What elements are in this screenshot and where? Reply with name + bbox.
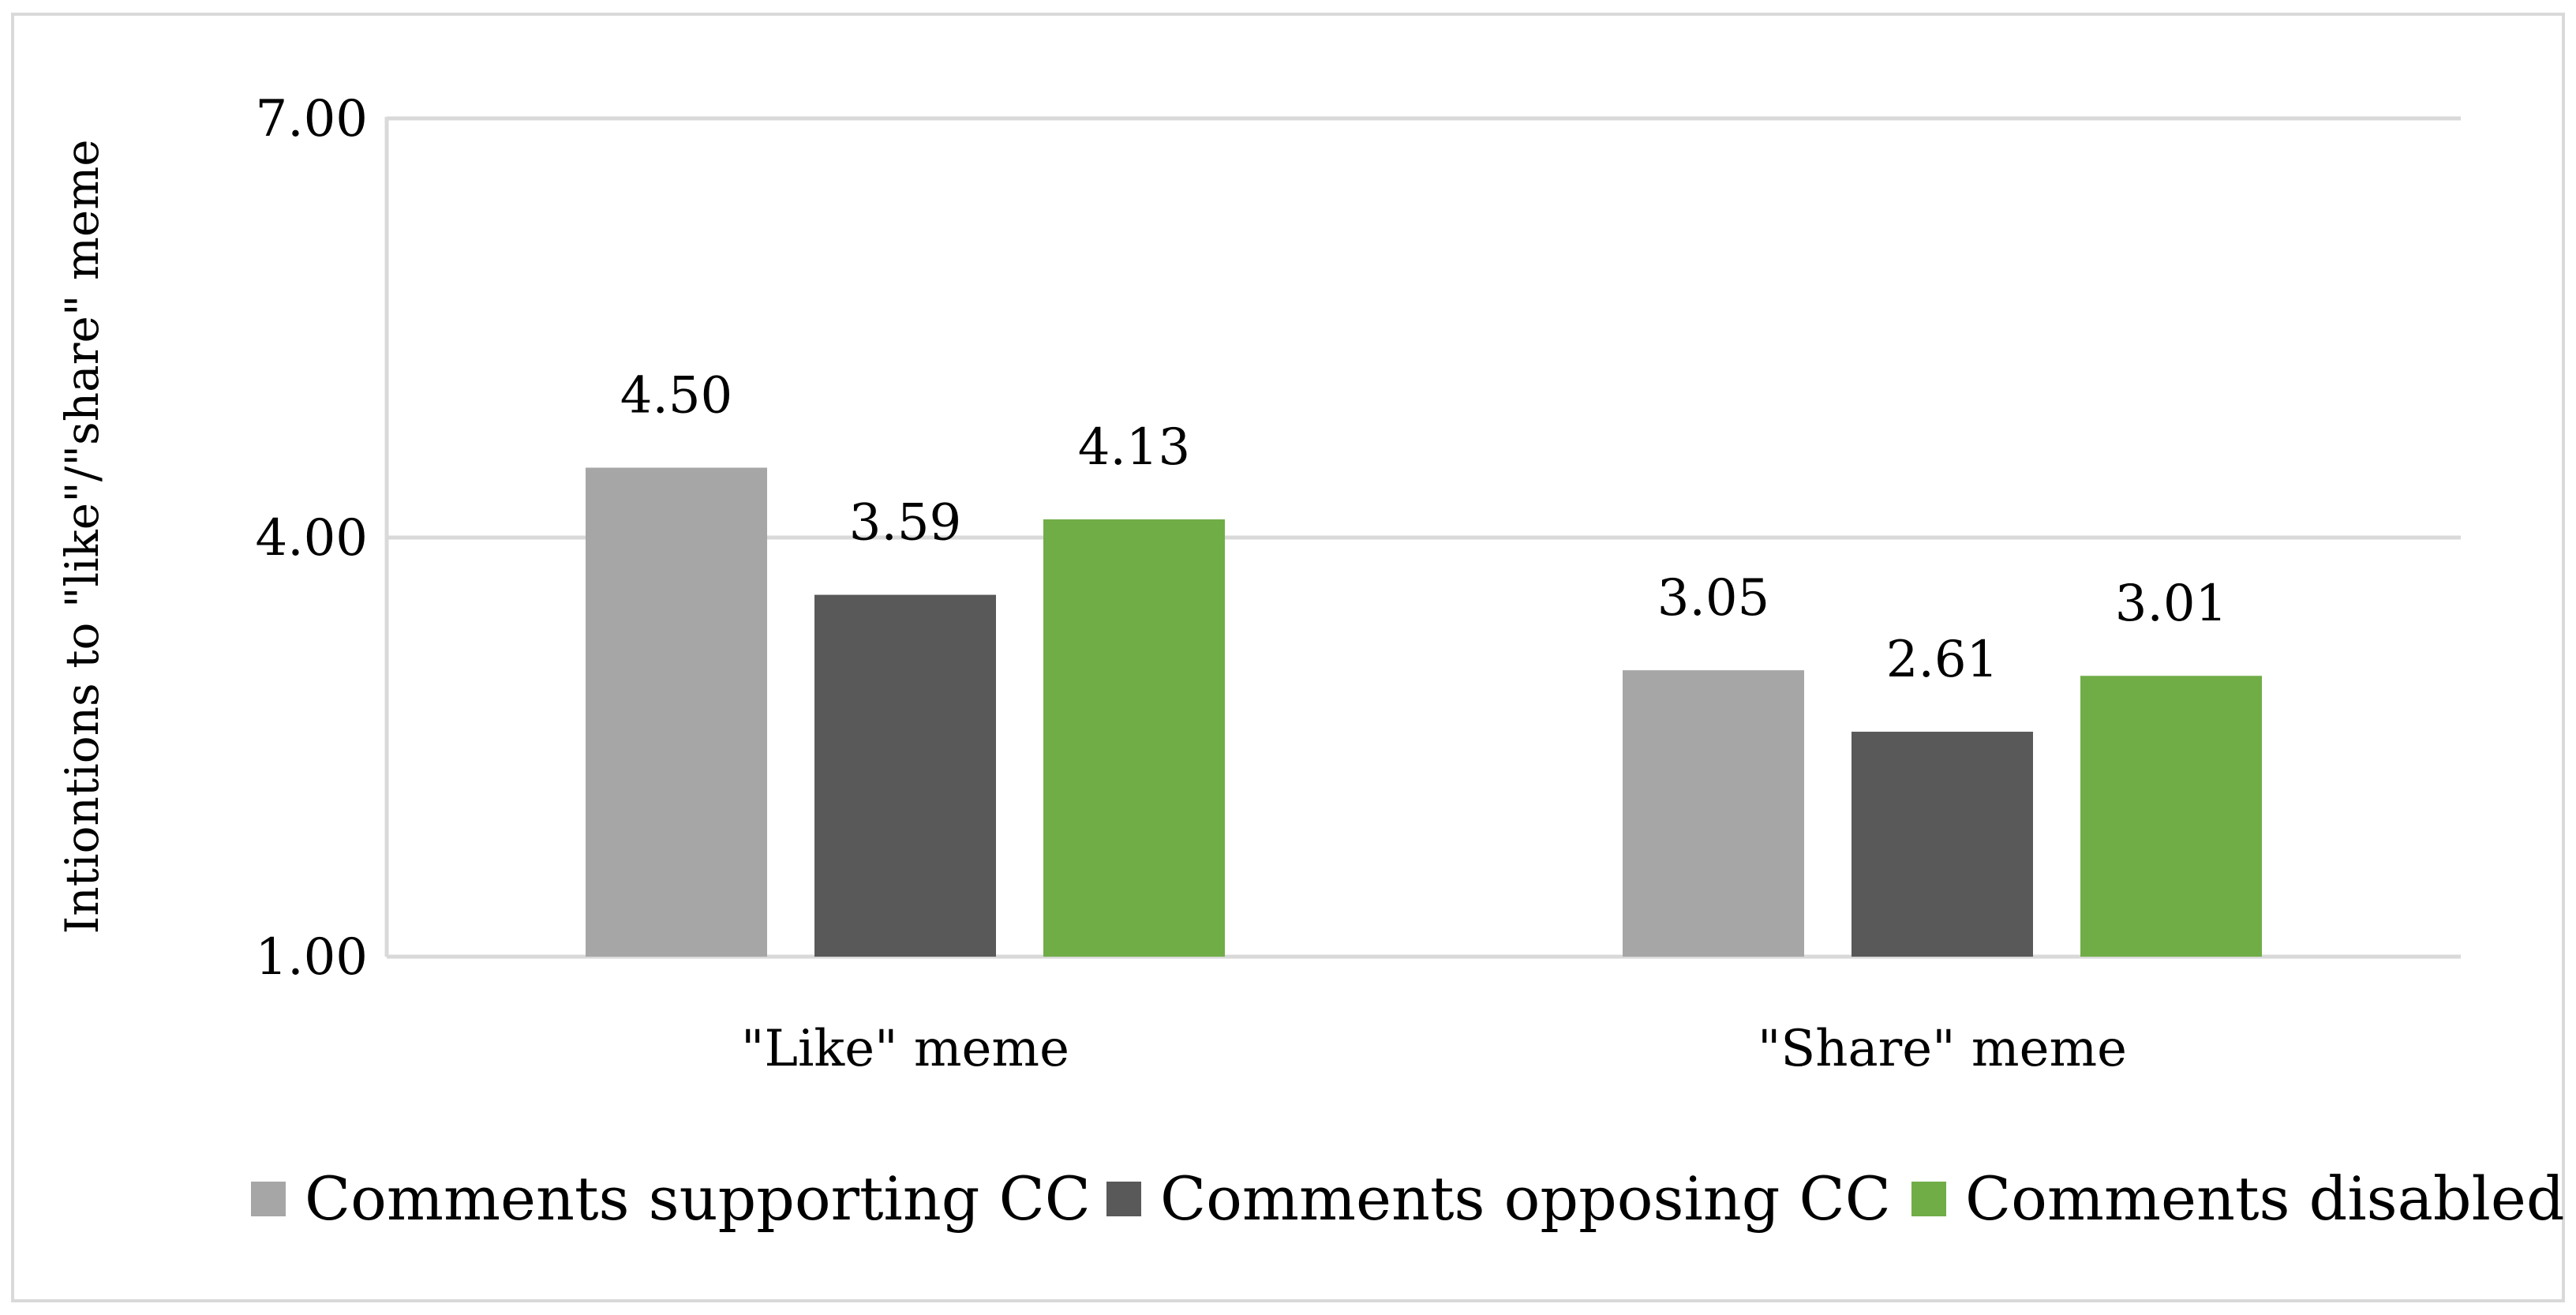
data-label: 3.05: [1657, 569, 1770, 628]
bar: [2080, 676, 2262, 957]
data-label: 3.59: [849, 494, 962, 553]
y-axis-title: Intiontions to "like"/"share" meme: [55, 139, 109, 934]
data-label: 4.50: [620, 367, 733, 425]
bars: [586, 467, 2262, 957]
x-category-label: "Share" meme: [1758, 1020, 2127, 1078]
data-label: 4.13: [1078, 418, 1191, 477]
data-labels: 4.50 3.59 4.13 3.05 2.61 3.01: [620, 367, 2228, 690]
bar: [1852, 732, 2033, 957]
bar: [1043, 519, 1225, 957]
legend-swatch: [251, 1182, 286, 1216]
legend-swatch: [1911, 1182, 1946, 1216]
data-label: 3.01: [2115, 575, 2228, 633]
chart-border: [11, 13, 2565, 1302]
x-axis-categories: "Like" meme "Share" meme: [741, 1020, 2127, 1078]
axes: 1.00 4.00 7.00: [256, 90, 389, 987]
bar: [586, 467, 767, 957]
legend-label: Comments opposing CC: [1160, 1163, 1891, 1234]
y-tick-label: 7.00: [256, 90, 369, 148]
y-tick-label: 4.00: [256, 509, 369, 568]
legend-label: Comments disabled: [1965, 1163, 2565, 1234]
data-label: 2.61: [1886, 631, 1999, 689]
y-tick-label: 1.00: [256, 928, 369, 987]
x-category-label: "Like" meme: [741, 1020, 1069, 1078]
legend: Comments supporting CC Comments opposing …: [251, 1163, 2565, 1234]
legend-swatch: [1106, 1182, 1141, 1216]
legend-label: Comments supporting CC: [305, 1163, 1091, 1234]
bar: [1623, 670, 1804, 957]
bar: [814, 594, 996, 957]
